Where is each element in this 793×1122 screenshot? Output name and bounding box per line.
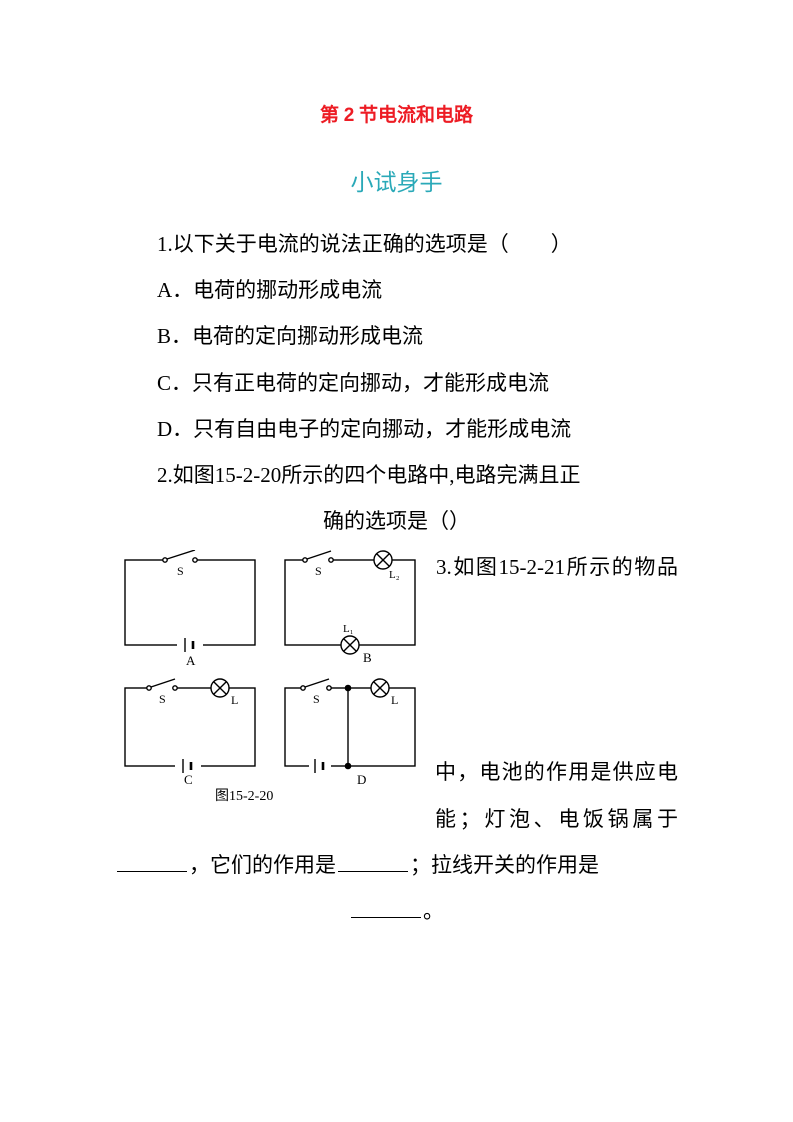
q2-block: 2.如图15-2-20所示的四个电路中,电路完满且正 确的选项是（）	[115, 452, 678, 544]
title-suffix: 节电流和电路	[354, 105, 473, 126]
q1-option-b: B．电荷的定向挪动形成电流	[115, 313, 678, 359]
q1-option-a: A．电荷的挪动形成电流	[115, 267, 678, 313]
svg-text:L: L	[231, 693, 238, 707]
svg-text:L₂: L₂	[389, 569, 400, 581]
q3-lead: 3.如图15-2-21所示的物	[436, 555, 657, 579]
figure-caption: 图15-2-20	[215, 789, 273, 804]
svg-text:L: L	[391, 693, 398, 707]
circuit-svg: S A S	[115, 550, 425, 805]
svg-text:D: D	[357, 772, 366, 787]
title-number: 2	[344, 105, 355, 126]
svg-text:L₁: L₁	[343, 623, 354, 635]
svg-text:A: A	[186, 653, 196, 668]
blank-3	[351, 897, 421, 918]
q1-option-d: D．只有自由电子的定向挪动，才能形成电流	[115, 406, 678, 452]
q3-line3b: ；拉线开关的作用是	[410, 853, 599, 877]
circuit-figure: S A S	[115, 550, 425, 805]
svg-text:S: S	[315, 564, 322, 578]
q2-line1: 2.如图15-2-20所示的四个电路中,电路完满且正	[115, 452, 678, 498]
title-prefix: 第	[320, 105, 344, 126]
q2-line2: 确的选项是（）	[115, 498, 678, 544]
svg-text:S: S	[159, 692, 166, 706]
q1-option-c: C．只有正电荷的定向挪动，才能形成电流	[115, 360, 678, 406]
q3-last: 。	[115, 888, 678, 934]
svg-text:C: C	[184, 772, 193, 787]
blank-2	[338, 851, 408, 872]
blank-1	[117, 851, 187, 872]
q3-line3a: ，它们的作用是	[189, 853, 336, 877]
main-title: 第 2 节电流和电路	[115, 100, 678, 127]
subtitle: 小试身手	[115, 163, 678, 197]
svg-text:S: S	[177, 564, 184, 578]
q3-block: S A S	[115, 544, 678, 934]
q1-stem: 1.以下关于电流的说法正确的选项是（ ）	[115, 221, 678, 267]
q3-line2: 品中，电池的作用是供应电能；灯泡、电饭锅属于	[435, 555, 678, 830]
svg-text:B: B	[363, 650, 372, 665]
svg-text:S: S	[313, 692, 320, 706]
q3-line4: 。	[423, 899, 444, 923]
